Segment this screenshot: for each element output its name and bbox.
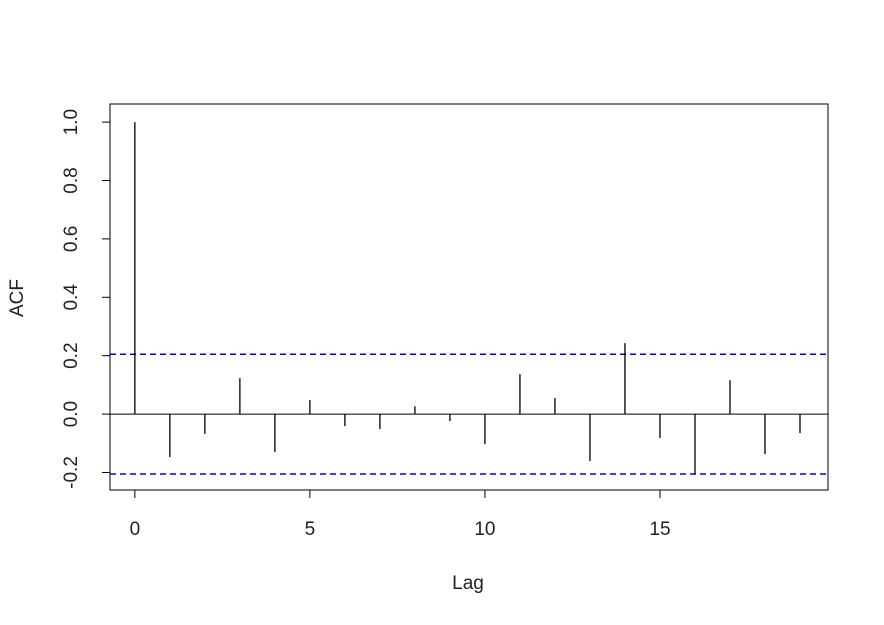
- x-axis-label: Lag: [452, 573, 484, 594]
- x-tick-label: 5: [305, 519, 316, 540]
- x-tick-label: 10: [474, 519, 495, 540]
- y-tick-label: 0.2: [61, 342, 82, 368]
- plot-frame: [109, 103, 829, 491]
- y-tick-label: 0.8: [61, 167, 82, 193]
- y-tick-label: 0.6: [61, 226, 82, 252]
- y-axis-label: ACF: [7, 279, 28, 317]
- y-tick-label: 0.4: [61, 284, 82, 311]
- x-tick-label: 15: [649, 519, 670, 540]
- x-tick-label: 0: [130, 519, 141, 540]
- y-tick-label: 1.0: [61, 109, 82, 135]
- y-tick-label: -0.2: [61, 456, 82, 489]
- y-tick-label: 0.0: [61, 401, 82, 427]
